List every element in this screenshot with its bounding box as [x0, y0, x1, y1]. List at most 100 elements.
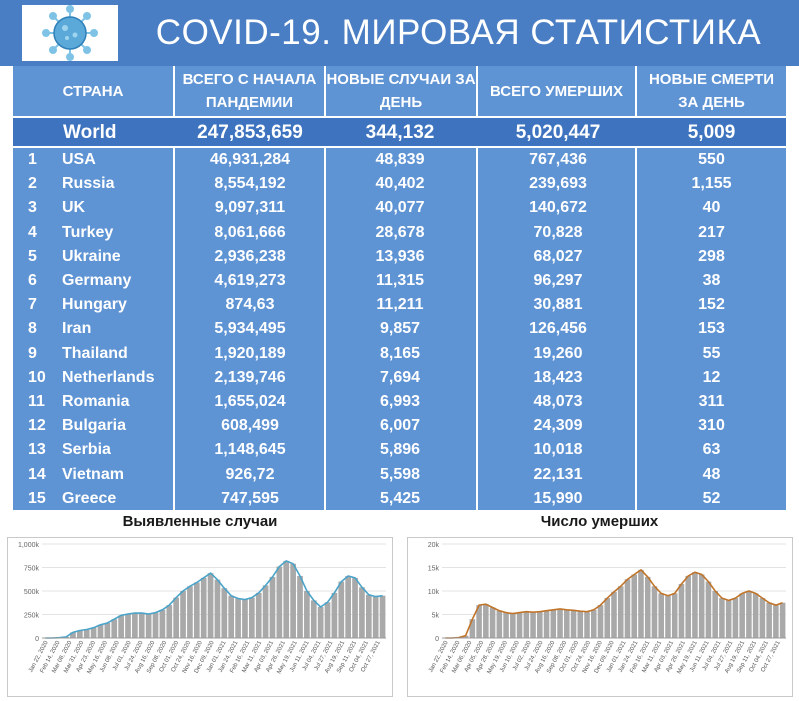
- row-new-cases: 8,165: [325, 342, 475, 366]
- row-new-deaths: 153: [637, 317, 786, 341]
- bar: [173, 598, 179, 638]
- row-rank: 2: [13, 172, 63, 196]
- row-new-cases: 5,425: [325, 487, 475, 511]
- row-rank: 12: [13, 414, 63, 438]
- bar: [242, 599, 248, 638]
- row-new-cases: 28,678: [325, 221, 475, 245]
- bar: [332, 593, 338, 638]
- row-deaths: 767,436: [479, 148, 637, 172]
- row-rank: 7: [13, 293, 63, 317]
- cases-chart-title: Выявленные случаи: [0, 511, 400, 533]
- bar: [91, 628, 97, 638]
- bar: [780, 603, 786, 638]
- bar: [366, 595, 372, 638]
- row-new-cases: 6,007: [325, 414, 475, 438]
- bar: [598, 605, 604, 638]
- row-new-cases: 7,694: [325, 366, 475, 390]
- bar: [359, 587, 365, 638]
- row-rank: 3: [13, 196, 63, 220]
- bar: [180, 591, 186, 638]
- row-new-cases: 5,896: [325, 438, 475, 462]
- y-tick-label: 5k: [432, 613, 440, 620]
- bar: [208, 573, 214, 638]
- row-total: 2,139,746: [175, 366, 325, 390]
- row-new-deaths: 40: [637, 196, 786, 220]
- row-rank: 6: [13, 269, 63, 293]
- row-country: UK: [62, 196, 174, 220]
- bar: [215, 580, 221, 638]
- bar: [692, 572, 698, 638]
- bar: [733, 598, 739, 638]
- row-new-deaths: 52: [637, 487, 786, 511]
- row-total: 1,148,645: [175, 438, 325, 462]
- row-new-cases: 9,857: [325, 317, 475, 341]
- row-total: 8,554,192: [175, 172, 325, 196]
- y-tick-label: 1,000k: [18, 542, 40, 549]
- bar: [249, 598, 255, 638]
- row-new-deaths: 48: [637, 463, 786, 487]
- bar: [111, 619, 117, 638]
- bar: [318, 607, 324, 638]
- bar: [746, 591, 752, 638]
- header-total: ВСЕГО С НАЧАЛА ПАНДЕМИИ: [175, 66, 324, 116]
- row-new-deaths: 63: [637, 438, 786, 462]
- world-new-cases: 344,132: [325, 120, 475, 146]
- row-total: 1,920,189: [175, 342, 325, 366]
- row-total: 926,72: [175, 463, 325, 487]
- bar: [201, 578, 207, 638]
- bar: [551, 610, 557, 638]
- row-country: Bulgaria: [62, 414, 174, 438]
- row-total: 9,097,311: [175, 196, 325, 220]
- bar: [739, 593, 745, 638]
- row-total: 2,936,238: [175, 245, 325, 269]
- bar: [105, 623, 111, 638]
- row-rank: 9: [13, 342, 63, 366]
- row-new-cases: 40,077: [325, 196, 475, 220]
- y-tick-label: 500k: [24, 589, 40, 596]
- bar: [84, 630, 90, 638]
- bar: [652, 586, 658, 638]
- bar: [290, 564, 296, 638]
- bar: [638, 570, 644, 638]
- bar: [760, 598, 766, 638]
- row-new-deaths: 311: [637, 390, 786, 414]
- y-tick-label: 750k: [24, 566, 40, 573]
- bar: [665, 596, 671, 638]
- bar: [557, 609, 563, 638]
- row-deaths: 30,881: [479, 293, 637, 317]
- bar: [146, 614, 152, 638]
- row-deaths: 140,672: [479, 196, 637, 220]
- row-new-deaths: 152: [637, 293, 786, 317]
- bar: [658, 593, 664, 638]
- row-new-cases: 11,211: [325, 293, 475, 317]
- row-deaths: 24,309: [479, 414, 637, 438]
- bar: [256, 593, 262, 638]
- deaths-chart-title: Число умерших: [400, 511, 799, 533]
- bar: [270, 577, 276, 638]
- row-new-deaths: 12: [637, 366, 786, 390]
- bar: [325, 602, 331, 638]
- row-new-cases: 11,315: [325, 269, 475, 293]
- bar: [645, 577, 651, 638]
- bar: [194, 583, 200, 638]
- row-deaths: 10,018: [479, 438, 637, 462]
- row-deaths: 239,693: [479, 172, 637, 196]
- y-tick-label: 250k: [24, 613, 40, 620]
- row-new-cases: 48,839: [325, 148, 475, 172]
- header-new-cases: НОВЫЕ СЛУЧАИ ЗА ДЕНЬ: [326, 66, 476, 116]
- row-new-cases: 40,402: [325, 172, 475, 196]
- row-new-deaths: 38: [637, 269, 786, 293]
- row-deaths: 48,073: [479, 390, 637, 414]
- row-total: 4,619,273: [175, 269, 325, 293]
- row-deaths: 68,027: [479, 245, 637, 269]
- bar: [517, 613, 523, 638]
- bar: [125, 614, 131, 638]
- row-deaths: 70,828: [479, 221, 637, 245]
- bar: [132, 613, 138, 638]
- y-tick-label: 0: [35, 636, 39, 643]
- header-deaths: ВСЕГО УМЕРШИХ: [478, 66, 635, 116]
- row-country: Hungary: [62, 293, 174, 317]
